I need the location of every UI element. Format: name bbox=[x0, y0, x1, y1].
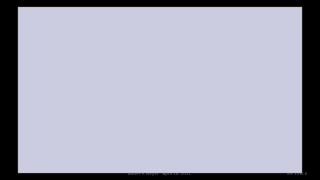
Text: rearrange the letters in: rearrange the letters in bbox=[77, 123, 158, 129]
Text: in the expansion of: in the expansion of bbox=[91, 78, 165, 87]
Text: TY: TY bbox=[152, 58, 164, 67]
Text: The number of ways to: The number of ways to bbox=[77, 110, 157, 116]
Text: the word: the word bbox=[77, 136, 108, 142]
Text: ?: ? bbox=[213, 96, 220, 105]
Text: (E + M + S + T + Y): (E + M + S + T + Y) bbox=[89, 96, 180, 105]
Text: Albert R Meyer   April 18, 2011: Albert R Meyer April 18, 2011 bbox=[129, 172, 191, 176]
Text: SYSTEMS: SYSTEMS bbox=[135, 150, 179, 159]
Text: lec 10W-6: lec 10W-6 bbox=[287, 172, 307, 176]
FancyBboxPatch shape bbox=[22, 11, 51, 32]
Text: 7: 7 bbox=[205, 93, 209, 98]
Text: multinomials: multinomials bbox=[154, 13, 217, 23]
Text: What is the coefficient of: What is the coefficient of bbox=[118, 37, 214, 46]
FancyBboxPatch shape bbox=[67, 103, 246, 169]
Text: EMS: EMS bbox=[121, 58, 141, 67]
Text: 3: 3 bbox=[142, 54, 146, 59]
